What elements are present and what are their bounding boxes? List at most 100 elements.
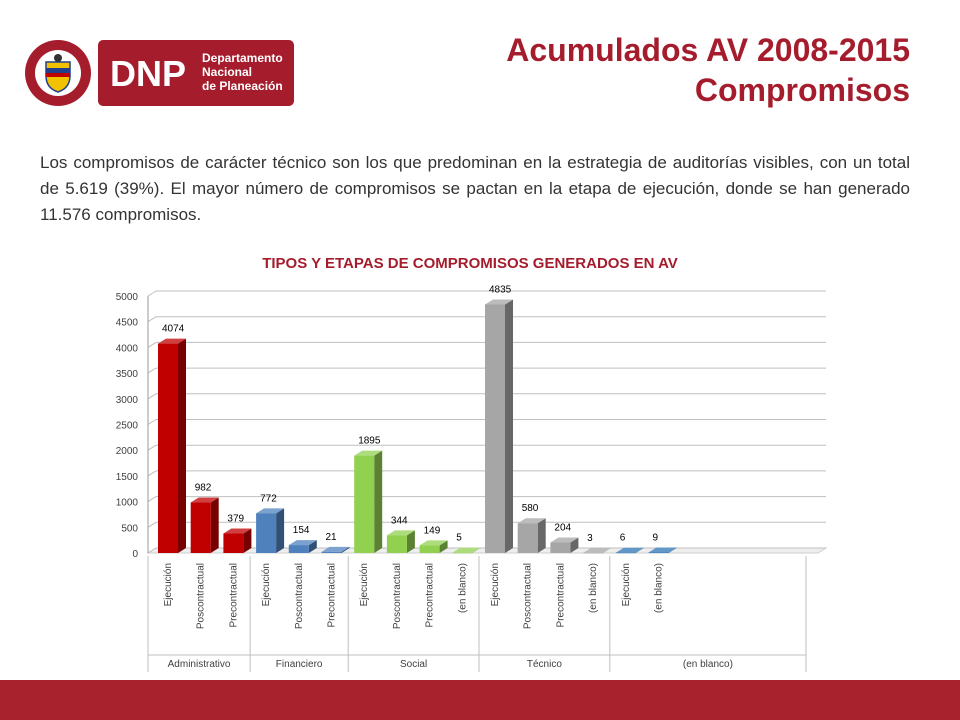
bar-side [374, 450, 383, 553]
bar-side [308, 540, 317, 553]
x-group-label: (en blanco) [683, 659, 733, 670]
y-tick-label: 3500 [116, 369, 139, 380]
gridline-side [147, 496, 157, 503]
gridline-side [147, 290, 157, 297]
bar-top [386, 530, 415, 536]
x-category-label: Ejecución [359, 563, 370, 606]
x-group-label: Administrativo [168, 659, 231, 670]
bar-top [321, 546, 350, 552]
bar-side [505, 299, 513, 553]
bar-top [158, 338, 186, 344]
bar [615, 552, 636, 554]
x-category-label: Ejecución [163, 563, 174, 606]
y-tick-label: 4500 [116, 318, 139, 329]
bar-side [210, 497, 219, 553]
bar [256, 513, 277, 553]
x-category-label: Poscontractual [523, 563, 534, 629]
gridline-side [147, 367, 157, 374]
gridline-side [147, 470, 157, 477]
bar-chart: 0 500 1000 1500 2000 2500 3000 3500 4000 4500 5000… [116, 284, 828, 672]
y-tick-label: 1500 [116, 472, 139, 483]
x-category-label: Poscontractual [294, 563, 305, 629]
bar [190, 502, 211, 553]
bar [223, 533, 244, 553]
y-tick-label: 5000 [116, 292, 139, 303]
x-category-label: Poscontractual [196, 563, 207, 629]
bar [158, 343, 178, 553]
bar [648, 552, 669, 554]
bar-top [354, 450, 383, 456]
page-title: Acumulados AV 2008-2015 Compromisos [506, 30, 910, 110]
bar [288, 545, 309, 553]
data-label: 6 [620, 533, 626, 544]
bar-top [223, 528, 252, 534]
bar-side [243, 528, 252, 553]
y-tick-label: 0 [132, 549, 138, 560]
bar-top [256, 508, 285, 514]
data-label: 580 [522, 503, 539, 514]
x-category-label: Ejecución [261, 563, 272, 606]
bar-top [583, 547, 612, 553]
data-label: 1895 [358, 436, 381, 447]
logo-acronym: DNP [110, 53, 186, 94]
bar [517, 523, 538, 553]
bar-side [341, 546, 350, 553]
y-tick-label: 2500 [116, 421, 139, 432]
bar-top [550, 537, 579, 543]
data-label: 772 [260, 493, 277, 504]
logo-line-3: de Planeación [202, 79, 283, 93]
bar [321, 551, 342, 553]
gridline-side [147, 444, 157, 451]
bar [386, 535, 407, 553]
bar-side [570, 537, 579, 553]
bar-side [276, 508, 285, 553]
x-group-label: Financiero [276, 659, 323, 670]
x-category-label: Ejecución [490, 563, 501, 606]
dnp-logo: DNP Departamento Nacional de Planeación [25, 40, 294, 106]
data-label: 344 [391, 515, 408, 526]
bar-side [439, 540, 448, 553]
gridline-side [147, 521, 157, 528]
gridline-side [147, 419, 157, 425]
bar-top [615, 547, 644, 553]
data-label: 4074 [162, 324, 185, 335]
x-category-label: Ejecución [621, 563, 632, 606]
bar-top [485, 299, 513, 305]
bar [419, 545, 440, 553]
bar-top [419, 540, 448, 546]
gridline-side [147, 547, 157, 554]
chart-title: TIPOS Y ETAPAS DE COMPROMISOS GENERADOS … [262, 255, 678, 272]
data-label: 9 [653, 533, 659, 544]
y-tick-label: 500 [121, 523, 138, 534]
x-category-label: (en blanco) [654, 563, 665, 613]
y-tick-label: 4000 [116, 343, 139, 354]
bar-side [472, 547, 481, 553]
data-label: 204 [554, 523, 571, 534]
bar-top [288, 540, 317, 546]
x-category-label: Precontractual [228, 563, 239, 627]
bar-side [635, 547, 644, 553]
bar-top [517, 518, 546, 524]
page-title-line-1: Acumulados AV 2008-2015 [506, 32, 910, 68]
x-category-label: Precontractual [555, 563, 566, 627]
data-label: 4835 [489, 284, 512, 295]
data-label: 154 [293, 525, 310, 536]
bar-side [603, 547, 612, 553]
y-tick-label: 1000 [116, 498, 139, 509]
logo-line-2: Nacional [202, 65, 252, 79]
gridline-side [147, 393, 157, 400]
page-title-line-2: Compromisos [694, 72, 910, 108]
bar-top [452, 547, 481, 553]
bar [583, 552, 604, 554]
bar-top [648, 547, 677, 553]
data-label: 21 [326, 532, 338, 543]
bar-side [668, 547, 677, 553]
x-group-label: Social [400, 659, 427, 670]
summary-paragraph: Los compromisos de carácter técnico son … [40, 153, 910, 224]
bar [452, 552, 473, 554]
data-label: 982 [195, 483, 212, 494]
bar [354, 455, 375, 553]
data-label: 149 [424, 525, 441, 536]
x-category-label: (en blanco) [588, 563, 599, 613]
bar-side [537, 518, 546, 553]
